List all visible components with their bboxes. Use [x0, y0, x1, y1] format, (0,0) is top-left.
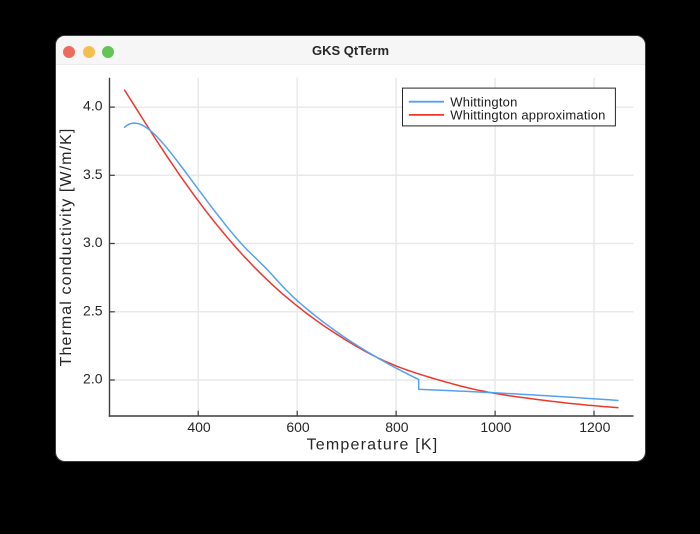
svg-text:3.0: 3.0 — [83, 234, 103, 250]
svg-text:3.5: 3.5 — [83, 166, 103, 182]
svg-text:4.0: 4.0 — [83, 98, 103, 114]
svg-text:600: 600 — [286, 419, 310, 435]
svg-text:Temperature [K]: Temperature [K] — [307, 437, 439, 454]
svg-text:Whittington approximation: Whittington approximation — [450, 107, 605, 122]
svg-text:Thermal conductivity [W/m/K]: Thermal conductivity [W/m/K] — [58, 128, 75, 367]
svg-text:2.5: 2.5 — [83, 302, 103, 318]
svg-text:800: 800 — [385, 419, 409, 435]
svg-text:1200: 1200 — [579, 419, 610, 435]
svg-text:Whittington: Whittington — [450, 94, 517, 109]
svg-text:2.0: 2.0 — [83, 371, 103, 387]
svg-text:400: 400 — [187, 419, 211, 435]
svg-text:1000: 1000 — [480, 419, 511, 435]
